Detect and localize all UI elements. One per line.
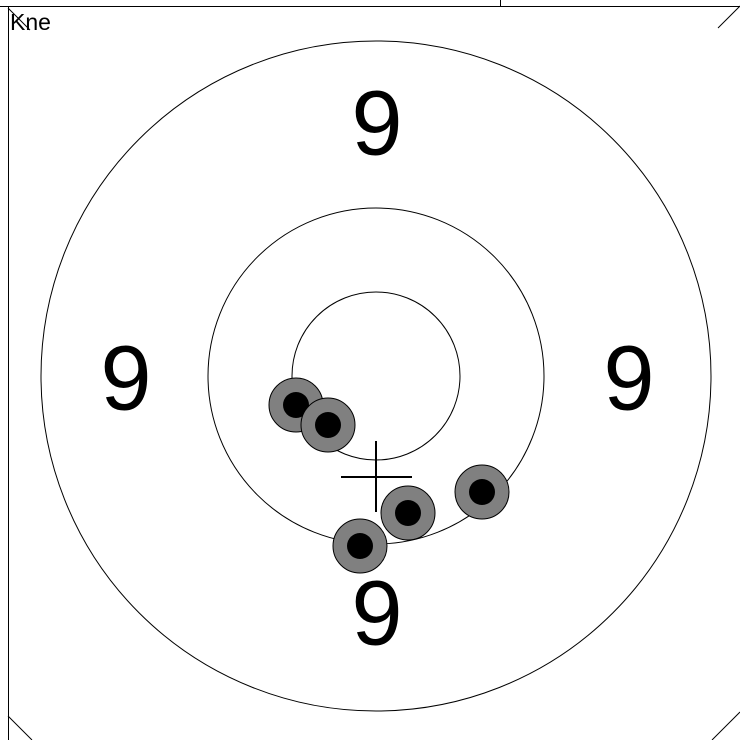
corner-mark [711, 711, 740, 740]
ring-outer [40, 40, 712, 712]
shot [469, 479, 495, 505]
ring-number: 9 [351, 72, 402, 174]
shot [347, 533, 373, 559]
shot [283, 392, 309, 418]
corner-mark [7, 715, 33, 740]
ring-number: 9 [603, 327, 654, 429]
shot [395, 500, 421, 526]
ring-number: 9 [351, 562, 402, 664]
shots [268, 377, 510, 574]
target-label: Kne [10, 9, 51, 35]
corner-mark [717, 5, 740, 29]
corner-mark [7, 7, 31, 31]
shot [315, 412, 341, 438]
ring-number: 9 [100, 327, 151, 429]
